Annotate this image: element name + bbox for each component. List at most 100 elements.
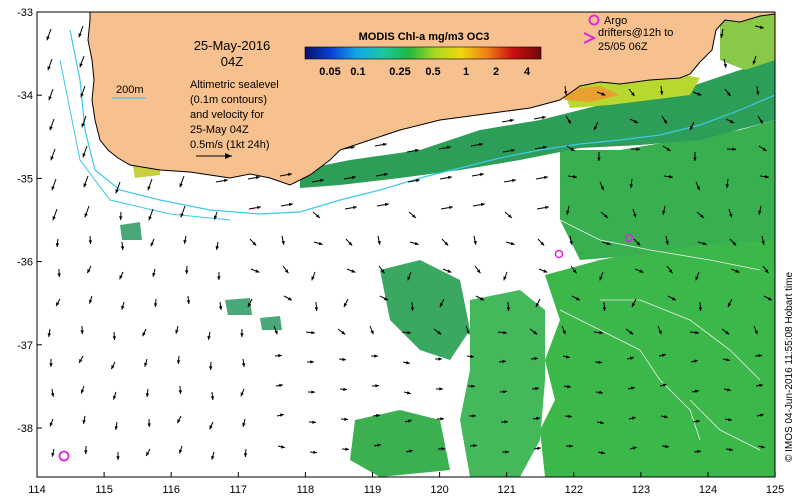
altimetry-line-5: 0.5m/s (1kt 24h) [190, 139, 269, 151]
velocity-arrow [696, 211, 705, 219]
velocity-arrow [373, 443, 381, 448]
velocity-arrow [753, 325, 758, 335]
velocity-arrow [759, 175, 769, 179]
velocity-arrow [179, 175, 185, 188]
velocity-arrow [442, 268, 452, 273]
chl-patch-west-2 [225, 298, 252, 315]
velocity-arrow [758, 145, 767, 152]
velocity-arrow [436, 417, 445, 421]
velocity-arrow [724, 417, 732, 422]
velocity-arrow [469, 443, 478, 448]
argo-legend-icon [588, 14, 600, 26]
velocity-arrow [410, 301, 415, 312]
y-tick-label: -35 [17, 173, 33, 185]
velocity-arrow [240, 328, 244, 338]
velocity-arrow [535, 298, 541, 308]
velocity-arrow [240, 388, 245, 397]
velocity-arrow [692, 91, 702, 96]
velocity-arrow [596, 91, 606, 96]
velocity-arrow [209, 361, 213, 371]
argo-float-marker [624, 233, 634, 243]
velocity-arrow [697, 241, 707, 246]
x-tick-label: 119 [364, 484, 382, 496]
chl-patch-west-1 [120, 222, 142, 240]
velocity-arrow [755, 383, 763, 388]
velocity-arrow [51, 178, 57, 191]
velocity-arrow [83, 175, 89, 188]
velocity-arrow [632, 208, 637, 218]
velocity-arrow [693, 151, 697, 162]
colorbar-tick-label: 0.5 [425, 66, 440, 78]
velocity-arrow [435, 357, 442, 361]
time-label: 04Z [221, 54, 243, 69]
colorbar-title: MODIS Chl-a mg/m3 OC3 [359, 31, 490, 43]
velocity-arrow [346, 268, 356, 273]
velocity-arrow [569, 235, 573, 245]
velocity-arrow [280, 202, 293, 207]
altimetry-line-4: 25-May 04Z [190, 124, 249, 136]
velocity-arrow [372, 413, 381, 418]
velocity-arrow [466, 354, 475, 359]
argo-label: Argo [604, 15, 627, 27]
velocity-arrow [663, 175, 673, 179]
x-tick-label: 121 [498, 484, 516, 496]
velocity-arrow [82, 145, 88, 158]
colorbar-tick-label: 4 [524, 66, 531, 78]
velocity-arrow [213, 211, 218, 220]
isobath-second-line [59, 59, 231, 221]
velocity-arrow [468, 414, 477, 418]
chl-patch-southeast [540, 230, 775, 477]
velocity-arrow [50, 388, 55, 397]
y-tick-label: -38 [17, 423, 33, 435]
velocity-arrow [563, 85, 568, 95]
y-tick-label: -36 [17, 257, 33, 269]
chl-patch-midwest [380, 260, 470, 360]
velocity-arrow [437, 447, 446, 451]
velocity-arrow [662, 145, 671, 152]
velocity-arrow [305, 330, 316, 335]
velocity-arrow [470, 142, 483, 147]
velocity-arrow [475, 295, 485, 301]
velocity-arrow [144, 358, 148, 367]
chl-patch-east [560, 120, 775, 260]
x-tick-label: 125 [766, 484, 784, 496]
velocity-arrow [537, 238, 545, 246]
colorbar-tick-label: 2 [493, 66, 499, 78]
velocity-arrow [633, 238, 641, 246]
argo-legend: Argo [588, 14, 627, 27]
velocity-arrow [693, 449, 702, 454]
velocity-arrow [148, 208, 154, 221]
velocity-arrow [273, 325, 278, 335]
velocity-arrow [533, 446, 541, 451]
velocity-arrow [242, 418, 246, 427]
velocity-arrow [275, 383, 283, 388]
velocity-arrow [727, 298, 733, 308]
velocity-arrow [726, 147, 737, 151]
argo-float-marker [58, 450, 70, 462]
colorbar-gradient [304, 46, 542, 60]
plot-frame [36, 11, 776, 478]
velocity-arrow [342, 145, 355, 150]
velocity-arrow [634, 268, 644, 273]
velocity-arrow [631, 298, 637, 308]
velocity-arrow [80, 85, 86, 98]
velocity-arrow [597, 151, 601, 162]
x-tick-label: 114 [28, 484, 46, 496]
velocity-arrow [501, 450, 510, 454]
velocity-arrow [375, 172, 388, 177]
velocity-arrow [207, 331, 211, 340]
chl-patch-central [460, 290, 545, 477]
velocity-arrows [46, 25, 773, 460]
velocity-arrow [80, 325, 84, 335]
colorbar-tick-label: 0.1 [350, 66, 365, 78]
velocity-arrow [659, 85, 664, 95]
velocity-arrow [595, 390, 604, 395]
velocity-arrow [691, 389, 699, 394]
velocity-arrow [659, 383, 667, 387]
velocity-arrow [82, 415, 86, 424]
altimetry-line-2: (0.1m contours) [190, 94, 267, 106]
velocity-arrow [720, 28, 724, 38]
velocity-arrow [114, 421, 119, 430]
velocity-arrow [314, 301, 319, 312]
velocity-arrow [249, 238, 257, 246]
